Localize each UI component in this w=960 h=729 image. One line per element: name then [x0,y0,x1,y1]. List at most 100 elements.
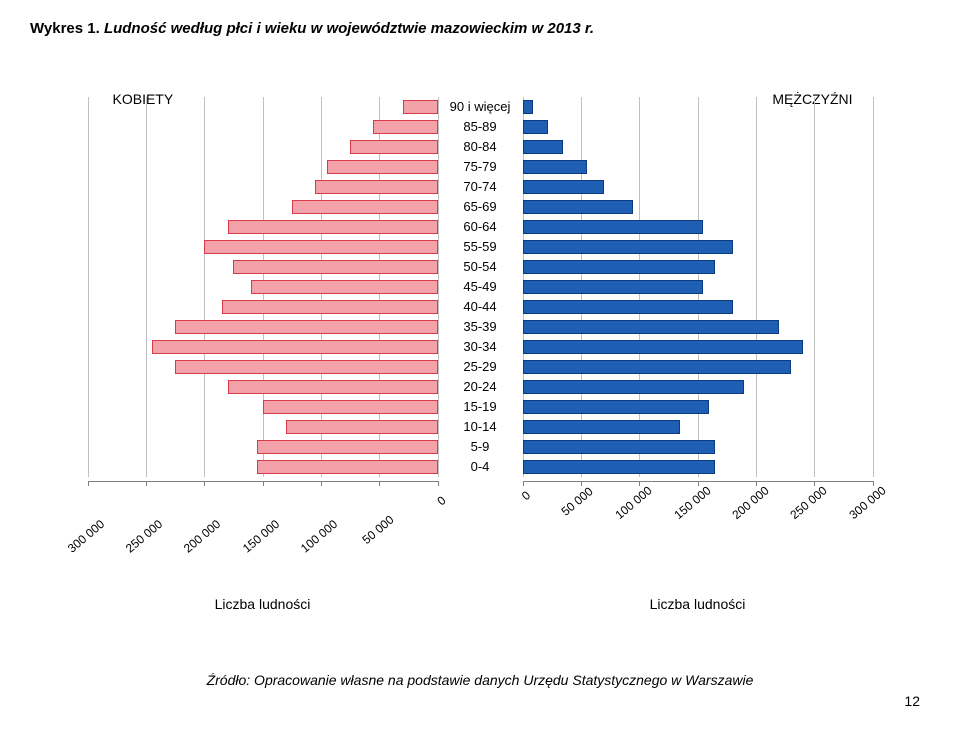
axis-tick [581,481,582,486]
women-bar-row [88,397,438,417]
age-label: 35-39 [438,317,523,337]
source-note: Źródło: Opracowanie własne na podstawie … [30,672,930,688]
men-bar [523,460,716,474]
women-bar-row [88,157,438,177]
axis-tick-label: 200 000 [729,483,771,522]
title-prefix: Wykres 1. [30,20,100,37]
men-bar [523,380,745,394]
women-bar [228,220,438,234]
women-bar [228,380,438,394]
axis-tick-label: 200 000 [181,517,223,556]
women-bar [373,120,437,134]
women-bar-row [88,117,438,137]
men-bar [523,400,710,414]
age-label: 80-84 [438,137,523,157]
men-bar-row [523,417,873,437]
axis-tick-label: 100 000 [298,517,340,556]
axis-tick [814,481,815,486]
men-bar-row [523,337,873,357]
age-label: 70-74 [438,177,523,197]
axis-tick [639,481,640,486]
axis-tick-label: 50 000 [360,513,397,547]
gridline [873,97,874,477]
men-chart-body [523,97,873,477]
axis-tick [873,481,874,486]
women-bar [257,460,438,474]
women-bar [286,420,438,434]
age-label: 60-64 [438,217,523,237]
age-label: 30-34 [438,337,523,357]
women-bar-row [88,357,438,377]
men-bar [523,280,704,294]
women-bar-row [88,177,438,197]
age-label: 20-24 [438,377,523,397]
title-rest: Ludność według płci i wieku w województw… [100,20,594,37]
men-bar [523,200,634,214]
women-bar [403,100,438,114]
men-axis: 050 000100 000150 000200 000250 000300 0… [523,481,873,541]
women-bar-row [88,217,438,237]
women-bar-row [88,457,438,477]
age-labels-panel: 90 i więcej85-8980-8475-7970-7465-6960-6… [438,97,523,477]
men-bar [523,140,564,154]
women-bar-row [88,237,438,257]
axis-tick-label: 300 000 [846,483,888,522]
axis-tick [523,481,524,486]
men-bar [523,360,791,374]
women-bar-row [88,277,438,297]
axis-tick [438,481,439,486]
axis-tick-label: 50 000 [558,484,595,518]
men-bar-row [523,217,873,237]
axis-tick-label: 0 [434,493,448,508]
age-label: 40-44 [438,297,523,317]
men-bar [523,320,780,334]
women-bar [222,300,438,314]
women-bar [327,160,438,174]
men-panel: MĘŻCZYŹNI 050 000100 000150 000200 00025… [523,97,873,612]
women-panel: KOBIETY 300 000250 000200 000150 000100 … [88,97,438,612]
men-bar-row [523,317,873,337]
age-label: 45-49 [438,277,523,297]
men-bar-row [523,377,873,397]
men-rows [523,97,873,477]
women-bar-row [88,437,438,457]
women-bar [251,280,438,294]
women-bar [315,180,438,194]
men-bar [523,120,549,134]
men-bar-row [523,397,873,417]
axis-tick-label: 0 [518,488,532,503]
men-bar [523,220,704,234]
age-label: 0-4 [438,457,523,477]
men-bar-row [523,117,873,137]
population-pyramid: KOBIETY 300 000250 000200 000150 000100 … [30,97,930,612]
women-bar-row [88,257,438,277]
axis-tick [698,481,699,486]
chart-title: Wykres 1. Ludność według płci i wieku w … [30,20,930,37]
women-bar-row [88,97,438,117]
men-bar-row [523,97,873,117]
men-bar [523,160,587,174]
men-bar [523,240,733,254]
age-label-rows: 90 i więcej85-8980-8475-7970-7465-6960-6… [438,97,523,477]
women-bar-row [88,337,438,357]
men-bar-row [523,197,873,217]
age-label: 65-69 [438,197,523,217]
axis-tick-label: 150 000 [671,483,713,522]
women-x-title: Liczba ludności [88,596,438,612]
women-chart-body [88,97,438,477]
women-bar [350,140,438,154]
women-bar [292,200,438,214]
axis-tick-label: 300 000 [64,517,106,556]
men-bar [523,100,534,114]
men-bar [523,180,605,194]
men-bar [523,340,803,354]
axis-tick-label: 250 000 [123,517,165,556]
women-bar [233,260,437,274]
women-bar-row [88,377,438,397]
women-bar [175,320,438,334]
age-label: 90 i więcej [438,97,523,117]
age-label: 25-29 [438,357,523,377]
women-bar-row [88,417,438,437]
men-bar [523,420,681,434]
age-label: 5-9 [438,437,523,457]
